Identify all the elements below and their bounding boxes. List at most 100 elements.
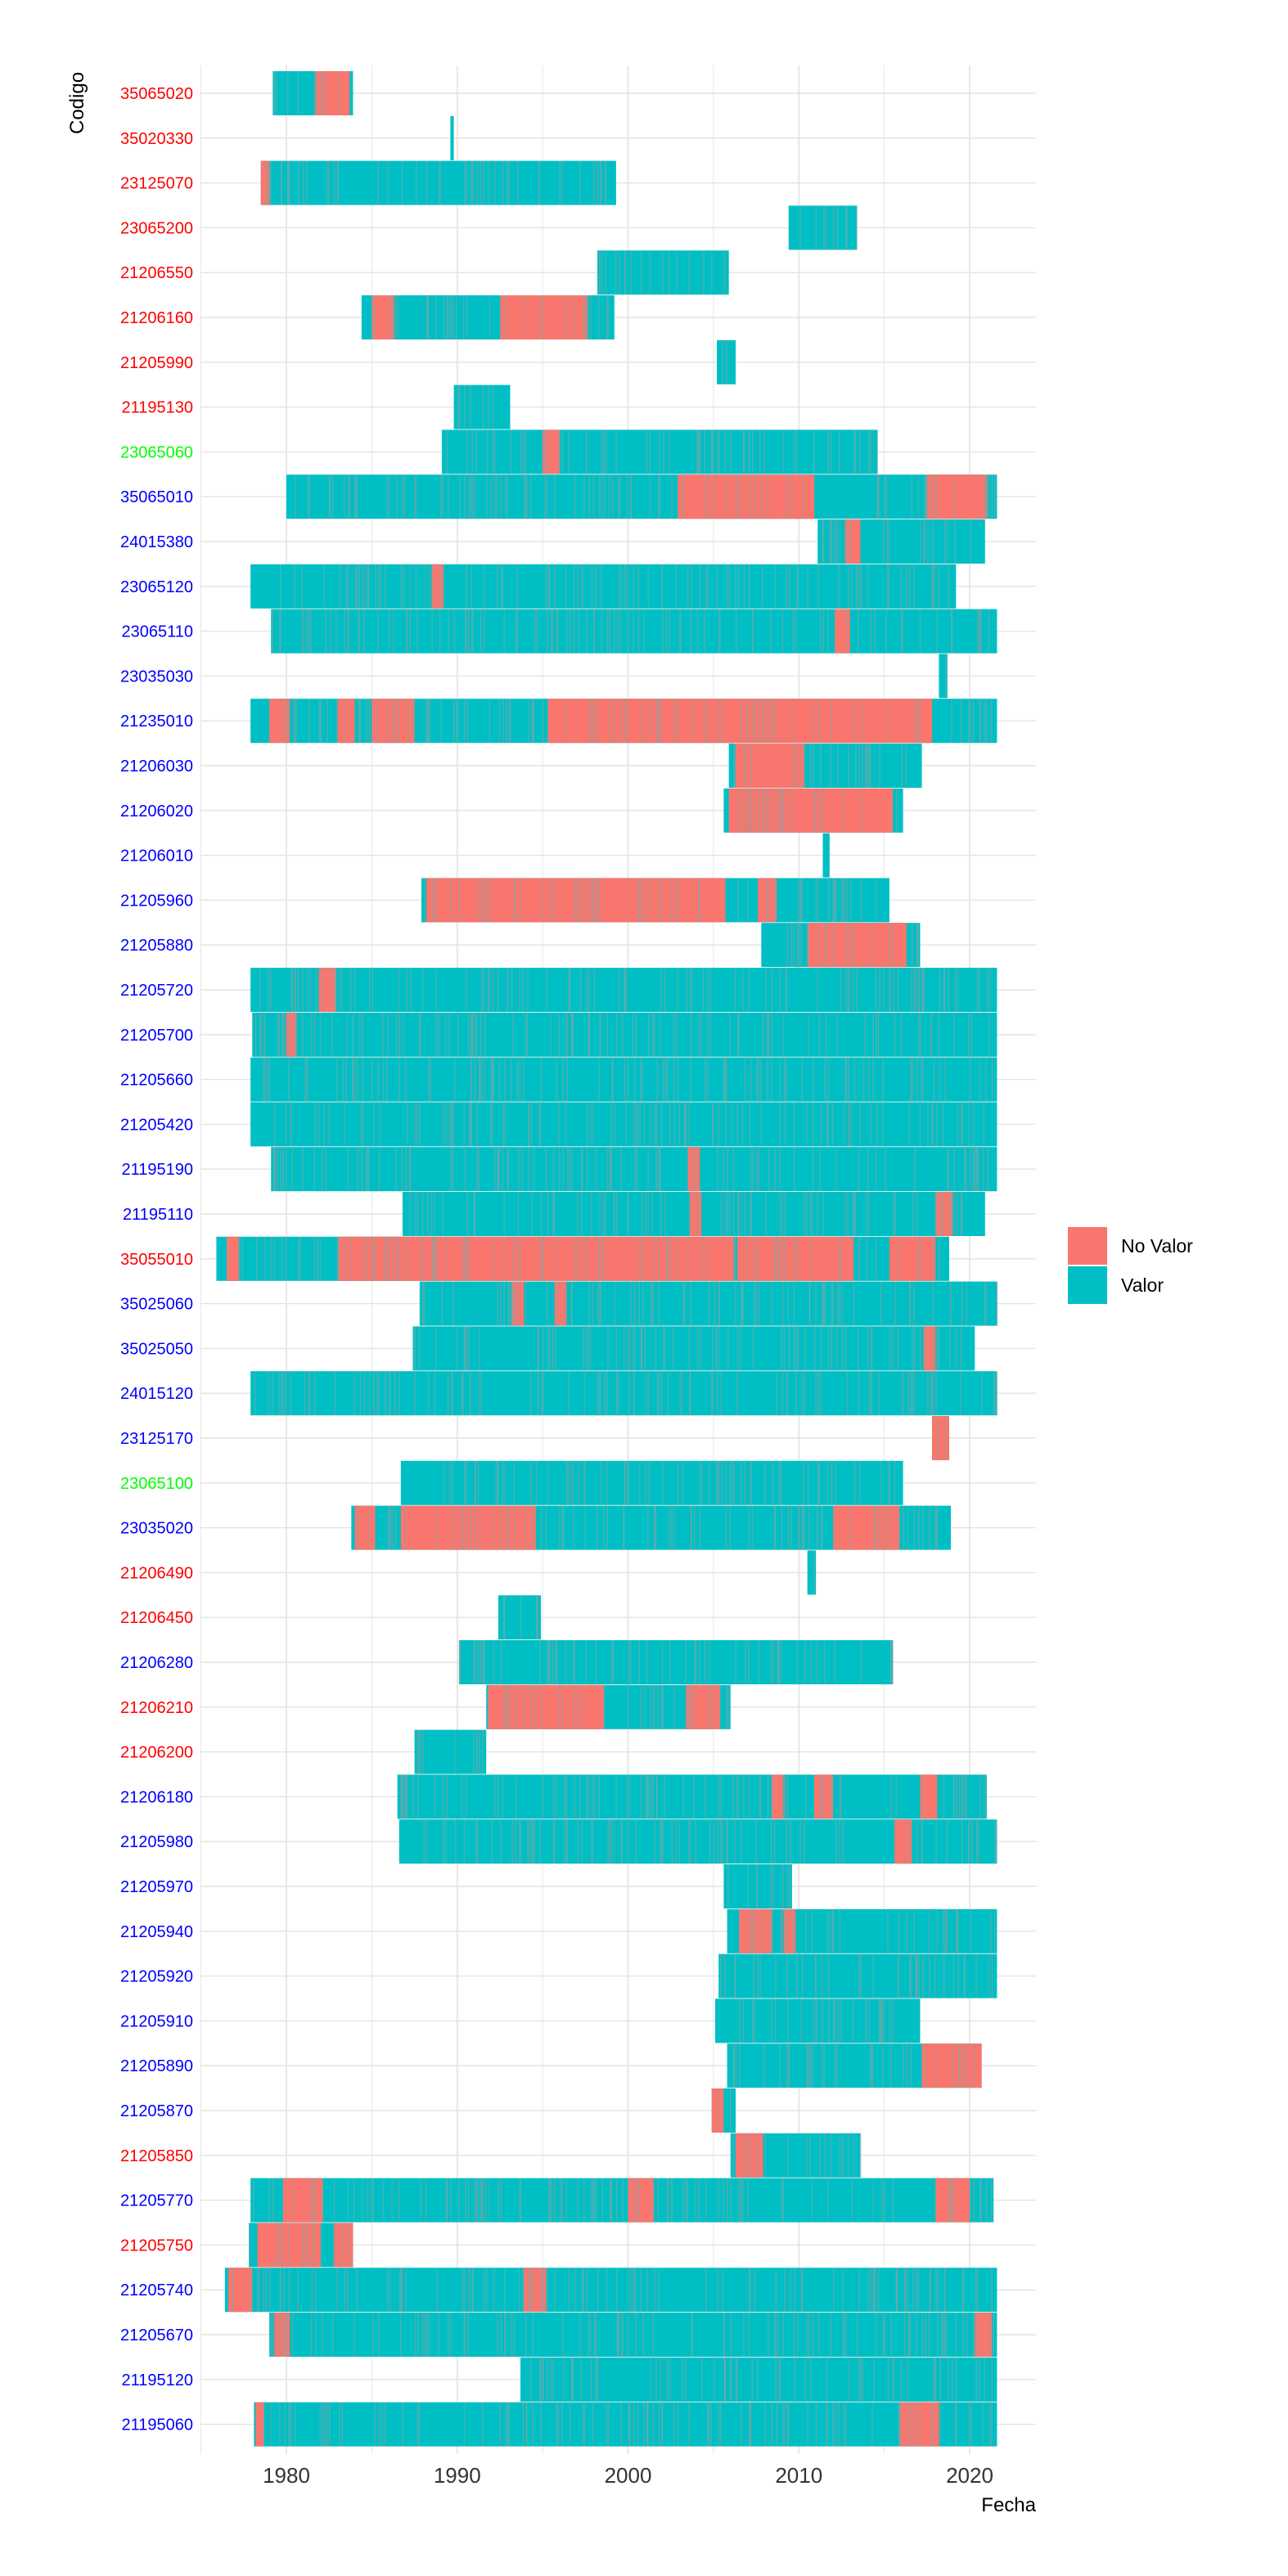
bar-stripe — [598, 878, 600, 923]
bar-stripe — [459, 1505, 461, 1550]
bar-stripe — [650, 1281, 651, 1326]
bar-stripe — [688, 1326, 690, 1371]
bar-stripe — [507, 1147, 509, 1192]
bar-stripe — [612, 1057, 614, 1102]
bar-stripe — [409, 1192, 411, 1236]
bar-stripe — [648, 1012, 650, 1057]
bar-stripe — [919, 1012, 921, 1057]
bar-stripe — [939, 968, 941, 1012]
bar-stripe — [471, 429, 473, 474]
bar-stripe — [503, 1281, 505, 1326]
bar-stripe — [468, 1326, 471, 1371]
bar-stripe — [872, 1057, 875, 1102]
bar-stripe — [711, 250, 713, 295]
bar-stripe — [729, 1460, 732, 1505]
bar-stripe — [516, 1684, 517, 1729]
bar-stripe — [502, 1774, 503, 1819]
bar-stripe — [850, 878, 852, 923]
bar-no-valor — [728, 788, 894, 833]
bar-stripe — [603, 429, 605, 474]
bar-stripe — [996, 1371, 998, 1416]
bar-no-valor — [807, 923, 907, 968]
bar-stripe — [662, 1684, 664, 1729]
bar-stripe — [767, 1057, 768, 1102]
bar-stripe — [585, 1326, 588, 1371]
bar-stripe — [500, 1640, 502, 1684]
bar-stripe — [479, 1729, 480, 1774]
bar-stripe — [778, 788, 781, 833]
bar-stripe — [652, 1774, 654, 1819]
bar-stripe — [555, 1326, 556, 1371]
bar-no-valor — [737, 1236, 854, 1281]
bar-stripe — [470, 1371, 471, 1416]
bar-stripe — [837, 744, 839, 788]
series-row-21205970 — [723, 1864, 792, 1908]
bar-stripe — [730, 2357, 732, 2402]
bar-stripe — [818, 923, 820, 968]
bar-stripe — [657, 1684, 660, 1729]
bar-stripe — [831, 1460, 833, 1505]
bar-stripe — [581, 1819, 583, 1864]
bar-stripe — [529, 1460, 532, 1505]
bar-stripe — [733, 1460, 735, 1505]
bar-stripe — [382, 2178, 385, 2223]
y-tick-label: 21206490 — [120, 1564, 193, 1582]
bar-valor — [817, 519, 985, 564]
bar-stripe — [525, 474, 528, 519]
bar-stripe — [304, 1371, 306, 1416]
bar-stripe — [858, 2268, 860, 2313]
bar-stripe — [932, 1326, 934, 1371]
bar-stripe — [584, 1505, 586, 1550]
y-tick-label: 21205420 — [120, 1116, 193, 1134]
bar-stripe — [671, 1505, 673, 1550]
bar-stripe — [720, 2402, 722, 2447]
bar-stripe — [792, 744, 794, 788]
bar-stripe — [642, 1236, 644, 1281]
bar-stripe — [905, 744, 907, 788]
bar-stripe — [483, 968, 484, 1012]
bar-stripe — [659, 1147, 660, 1192]
bar-stripe — [741, 1192, 742, 1236]
bar-stripe — [466, 295, 467, 339]
bar-stripe — [752, 429, 754, 474]
bar-stripe — [709, 1819, 711, 1864]
bar-stripe — [823, 1281, 825, 1326]
bar-stripe — [631, 2268, 633, 2313]
y-tick-label: 23035030 — [120, 668, 193, 686]
bar-stripe — [579, 160, 581, 205]
bar-stripe — [650, 2357, 651, 2402]
bar-stripe — [399, 1774, 402, 1819]
bar-stripe — [808, 923, 809, 968]
bar-stripe — [773, 1505, 776, 1550]
bar-stripe — [382, 1012, 384, 1057]
bar-stripe — [928, 1908, 930, 1953]
bar-stripe — [988, 609, 989, 654]
bar-stripe — [368, 699, 371, 744]
bar-stripe — [309, 968, 312, 1012]
series-row-21205740 — [224, 2268, 998, 2313]
bar-valor — [458, 1640, 894, 1684]
bar-stripe — [748, 1505, 750, 1550]
y-tick-label: 23125170 — [120, 1430, 193, 1448]
bar-stripe — [661, 1371, 663, 1416]
bar-stripe — [462, 1505, 464, 1550]
bar-stripe — [599, 1012, 601, 1057]
bar-stripe — [840, 968, 842, 1012]
bar-stripe — [644, 1326, 646, 1371]
bar-valor — [520, 2357, 998, 2402]
bar-stripe — [767, 788, 768, 833]
y-tick-label: 35025050 — [120, 1340, 193, 1358]
bar-stripe — [544, 429, 546, 474]
bar-stripe — [838, 1998, 840, 2043]
bar-stripe — [713, 429, 714, 474]
bar-stripe — [523, 295, 525, 339]
bar-stripe — [730, 429, 732, 474]
bar-stripe — [848, 1057, 849, 1102]
bar-stripe — [883, 519, 885, 564]
bar-stripe — [718, 1281, 720, 1326]
bar-stripe — [967, 1102, 970, 1147]
bar-stripe — [876, 429, 878, 474]
bar-stripe — [746, 878, 749, 923]
bar-stripe — [633, 2268, 635, 2313]
bar-stripe — [597, 1371, 599, 1416]
